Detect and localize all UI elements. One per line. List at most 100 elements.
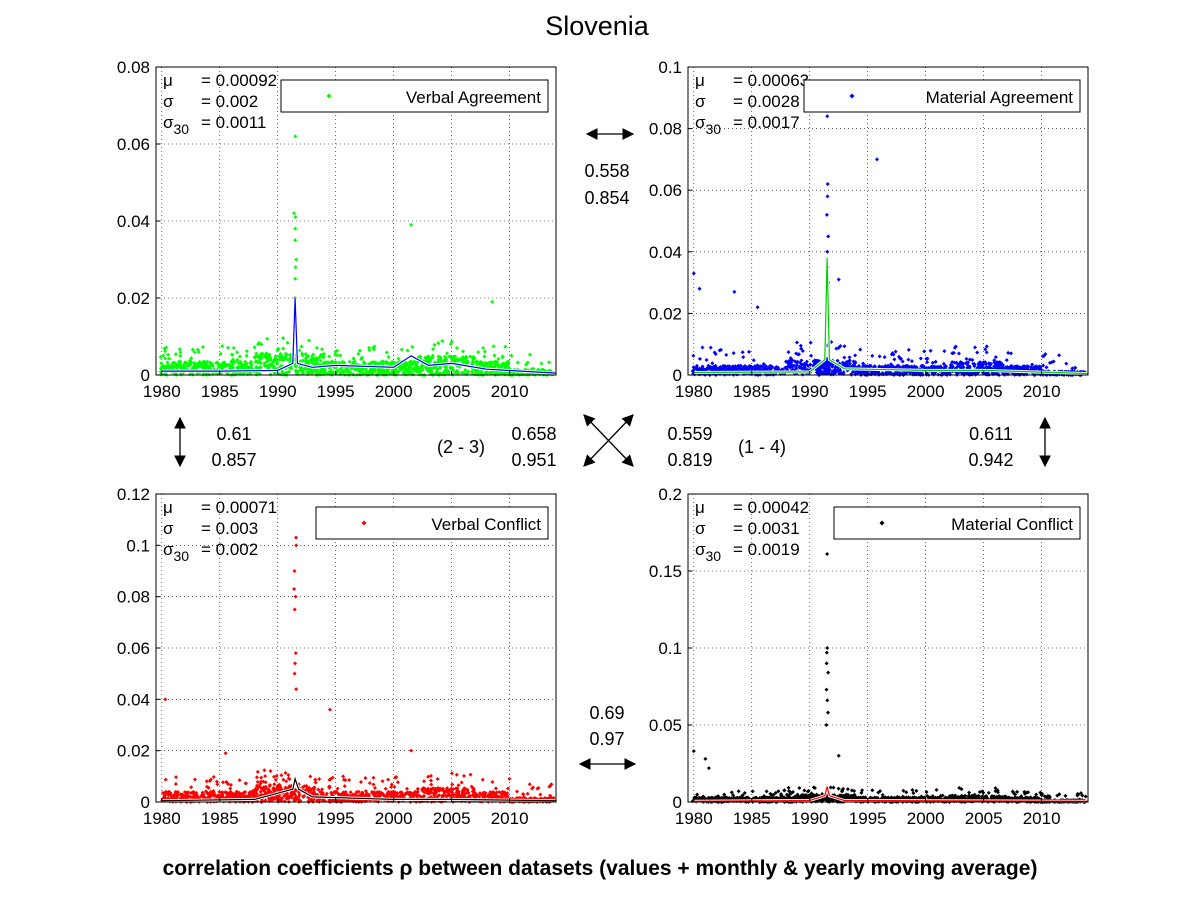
x-tick-label: 2010 <box>491 382 529 401</box>
data-point <box>299 344 304 349</box>
data-point <box>312 368 317 373</box>
data-point <box>984 350 989 355</box>
data-point <box>329 359 334 364</box>
data-point <box>1017 366 1022 371</box>
data-point <box>898 356 903 361</box>
data-point <box>858 347 863 352</box>
data-point <box>747 349 752 354</box>
data-point <box>857 363 862 368</box>
data-point <box>259 351 264 356</box>
data-point <box>163 356 168 361</box>
outlier-point <box>409 222 414 227</box>
data-point <box>294 368 299 373</box>
data-point <box>786 363 791 368</box>
data-point <box>787 358 792 363</box>
data-point <box>847 361 852 366</box>
data-point <box>877 354 882 359</box>
data-point <box>958 364 963 369</box>
data-point <box>342 360 347 365</box>
data-point <box>436 354 441 359</box>
data-point <box>258 365 263 370</box>
data-point <box>420 366 425 371</box>
data-point <box>774 365 779 370</box>
data-point <box>823 363 828 368</box>
y-tick-label: 0.08 <box>117 588 150 607</box>
data-point <box>986 361 991 366</box>
data-point <box>283 351 288 356</box>
data-point <box>893 349 898 354</box>
data-point <box>177 347 182 352</box>
y-tick-label: 0.02 <box>117 289 150 308</box>
data-point <box>953 344 958 349</box>
data-point <box>158 355 163 360</box>
x-tick-label: 2000 <box>375 382 413 401</box>
data-point <box>371 360 376 365</box>
data-point <box>724 352 729 357</box>
data-point <box>357 348 362 353</box>
data-point <box>367 781 372 786</box>
figure-title: Slovenia <box>545 11 650 41</box>
data-point <box>229 359 234 364</box>
data-point <box>303 356 308 361</box>
data-point <box>780 367 785 372</box>
data-point <box>272 365 277 370</box>
data-point <box>195 365 200 370</box>
sigma30-value: = 0.002 <box>201 540 258 559</box>
mu-symbol: μ <box>163 71 173 90</box>
data-point <box>378 360 383 365</box>
data-point <box>888 362 893 367</box>
outlier-point <box>755 305 760 310</box>
x-tick-label: 1990 <box>259 809 297 828</box>
data-point <box>727 364 732 369</box>
data-point <box>335 353 340 358</box>
data-point <box>381 367 386 372</box>
legend-label: Verbal Conflict <box>431 515 541 534</box>
data-point <box>306 354 311 359</box>
spike-point <box>293 226 298 231</box>
data-point <box>930 364 935 369</box>
data-point <box>428 370 433 375</box>
data-point <box>187 358 192 363</box>
data-point <box>289 365 294 370</box>
data-point <box>701 366 706 371</box>
data-point <box>408 362 413 367</box>
data-point <box>850 370 855 375</box>
sigma30-value: = 0.0011 <box>201 113 266 132</box>
x-tick-label: 2005 <box>965 382 1003 401</box>
legend-marker <box>849 93 855 99</box>
data-point <box>170 361 175 366</box>
y-tick-label: 0.12 <box>117 485 150 504</box>
y-tick-label: 0.02 <box>117 742 150 761</box>
spike-point <box>293 134 298 139</box>
data-point <box>870 353 875 358</box>
data-point <box>310 370 315 375</box>
monthly-moving-average <box>161 297 557 374</box>
data-point <box>255 769 260 774</box>
data-point <box>449 366 454 371</box>
data-point <box>955 371 960 376</box>
data-point <box>691 353 696 358</box>
x-tick-label: 1980 <box>143 382 181 401</box>
data-point <box>220 344 225 349</box>
spike-point <box>825 182 830 187</box>
y-tick-label: 0.04 <box>117 690 150 709</box>
data-point <box>468 772 473 777</box>
data-point <box>384 350 389 355</box>
data-point <box>258 361 263 366</box>
data-point <box>297 365 302 370</box>
x-tick-label: 2010 <box>491 809 529 828</box>
data-point <box>733 364 738 369</box>
data-point <box>1004 358 1009 363</box>
data-point <box>515 360 520 365</box>
data-point <box>429 356 434 361</box>
data-point <box>525 360 530 365</box>
data-point <box>222 360 227 365</box>
legend-box <box>280 79 549 113</box>
data-point <box>749 364 754 369</box>
data-point <box>399 347 404 352</box>
y-tick-label: 0.08 <box>649 120 682 139</box>
x-tick-label: 1985 <box>733 382 771 401</box>
data-point <box>207 779 212 784</box>
data-point <box>493 362 498 367</box>
data-point <box>461 773 466 778</box>
